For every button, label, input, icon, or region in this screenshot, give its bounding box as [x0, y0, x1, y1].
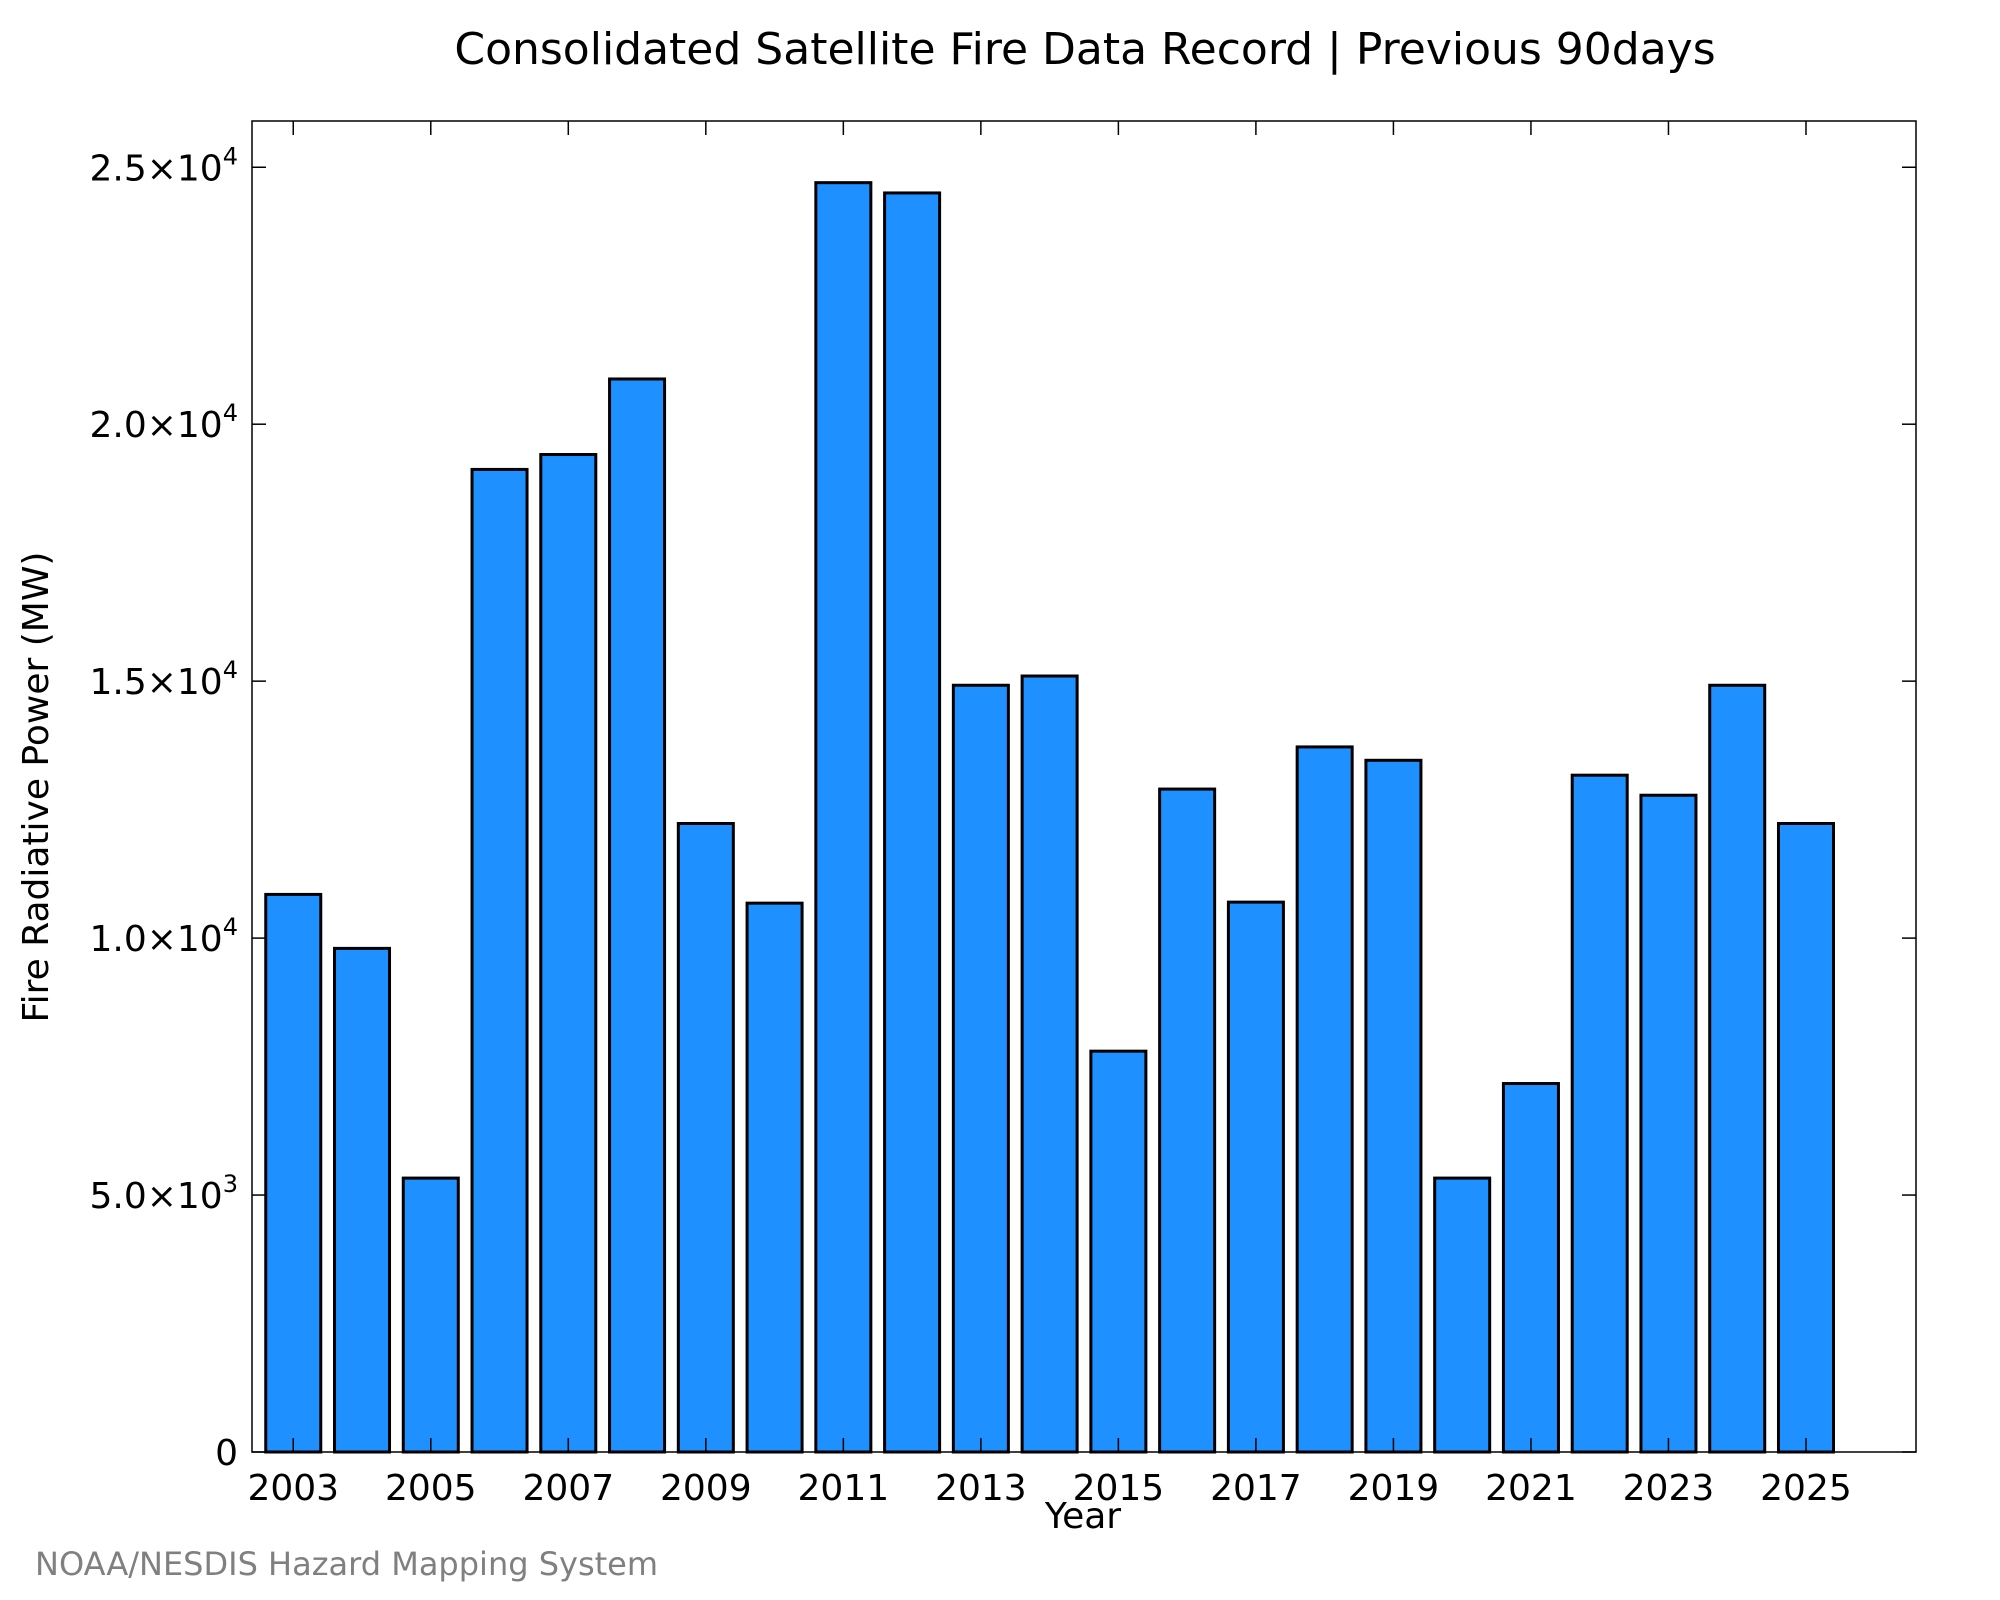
x-axis-ticks: 2003 2005 2007 2009 2011 2013 2015 2017 2019 2021… — [247, 121, 1852, 1509]
y-axis-label: Fire Radiative Power (MW) — [16, 552, 57, 1023]
bar-2008 — [608, 377, 667, 1454]
x-tick-label-2015: 2015 — [1073, 1468, 1165, 1509]
y-tick-label-10000: 1.0×104 — [89, 913, 238, 960]
bar-2018 — [1295, 745, 1354, 1454]
bar-2010 — [745, 901, 804, 1454]
bar-2019 — [1364, 758, 1423, 1454]
bar-2024 — [1708, 683, 1767, 1454]
bar-2009 — [676, 822, 735, 1454]
x-tick-label-2021: 2021 — [1485, 1468, 1577, 1509]
x-tick-label-2023: 2023 — [1623, 1468, 1715, 1509]
y-axis-ticks: 0 5.0×103 1.0×104 1.5×104 2.0×104 2.5×104 — [89, 142, 1916, 1474]
plot-frame — [251, 120, 1917, 1453]
bar-2005 — [401, 1176, 460, 1454]
bar-2015 — [1089, 1049, 1148, 1454]
bar-2006 — [470, 467, 529, 1454]
y-tick-label-0: 0 — [215, 1433, 238, 1474]
x-axis-label: Year — [1044, 1496, 1121, 1537]
y-tick-label-15000: 1.5×104 — [89, 656, 238, 703]
x-tick-label-2013: 2013 — [935, 1468, 1027, 1509]
bar-2022 — [1570, 773, 1629, 1454]
bar-2016 — [1158, 787, 1217, 1454]
y-tick-label-5000: 5.0×103 — [89, 1170, 238, 1217]
bar-2013 — [951, 683, 1010, 1454]
x-tick-label-2019: 2019 — [1348, 1468, 1440, 1509]
x-tick-label-2017: 2017 — [1210, 1468, 1302, 1509]
x-tick-label-2003: 2003 — [247, 1468, 339, 1509]
y-tick-label-20000: 2.0×104 — [89, 399, 238, 446]
x-tick-label-2009: 2009 — [660, 1468, 752, 1509]
x-tick-label-2005: 2005 — [385, 1468, 477, 1509]
bar-2021 — [1501, 1082, 1560, 1454]
bar-2011 — [814, 181, 873, 1454]
bar-2004 — [333, 946, 392, 1454]
bar-2012 — [883, 191, 942, 1454]
y-tick-label-25000: 2.5×104 — [89, 142, 238, 189]
bars-group — [264, 181, 1835, 1454]
chart-title: Consolidated Satellite Fire Data Record … — [454, 24, 1715, 75]
bar-2023 — [1639, 793, 1698, 1454]
credit-text: NOAA/NESDIS Hazard Mapping System — [35, 1545, 659, 1583]
x-tick-label-2007: 2007 — [522, 1468, 614, 1509]
bar-2007 — [539, 453, 598, 1454]
x-tick-label-2011: 2011 — [798, 1468, 890, 1509]
bar-2025 — [1776, 822, 1835, 1454]
bar-2003 — [264, 892, 323, 1454]
bar-2014 — [1020, 674, 1079, 1454]
bar-2017 — [1226, 900, 1285, 1454]
x-tick-label-2025: 2025 — [1760, 1468, 1852, 1509]
bar-2020 — [1433, 1176, 1492, 1454]
